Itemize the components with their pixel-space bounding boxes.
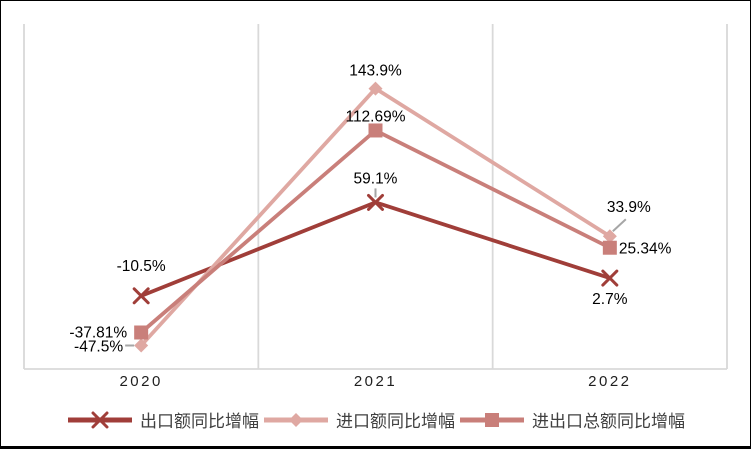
- label-leader-line: [612, 218, 627, 232]
- square-marker-icon: [602, 240, 617, 255]
- x-marker-icon: [601, 269, 619, 287]
- data-label: 33.9%: [607, 199, 651, 216]
- square-marker-icon: [134, 325, 149, 340]
- series-line-0: [139, 200, 612, 298]
- x-axis-label-2022: 2022: [588, 373, 632, 390]
- legend-item-total-growth: 进出口总额同比增幅: [458, 407, 685, 432]
- square-legend-glyph: [485, 412, 499, 427]
- data-label: 143.9%: [349, 63, 402, 80]
- x-marker-icon: [367, 193, 384, 211]
- legend-x-marker-line-icon: [68, 411, 132, 428]
- data-label: 112.69%: [345, 108, 405, 125]
- plot-area: -10.5% 59.1% 2.7% -47.5% 143.9% 33.9% -37.81% 1…: [23, 24, 728, 370]
- legend-label-import-growth: 进口额同比增幅: [336, 412, 455, 431]
- data-label: -47.5%: [74, 339, 123, 356]
- x-legend-glyph: [91, 411, 109, 428]
- square-marker-icon: [368, 123, 383, 138]
- legend-diamond-marker-line-icon: [264, 412, 328, 427]
- legend-label-export-growth: 出口额同比增幅: [140, 412, 259, 431]
- data-label: 25.34%: [619, 241, 672, 258]
- diamond-marker-icon: [134, 338, 149, 353]
- data-label: 59.1%: [354, 170, 398, 187]
- series-line-2: [139, 128, 612, 335]
- data-label: -37.81%: [69, 324, 127, 341]
- chart-legend: 出口额同比增幅 进口额同比增幅 进出口总额同比增幅: [1, 407, 750, 432]
- legend-label-total-growth: 进出口总额同比增幅: [532, 412, 685, 431]
- x-marker-icon: [132, 287, 150, 305]
- data-label: 2.7%: [592, 291, 628, 308]
- legend-item-import-growth: 进口额同比增幅: [262, 407, 455, 432]
- diamond-marker-icon: [368, 81, 383, 96]
- diamond-marker-icon: [602, 229, 617, 244]
- data-label: -10.5%: [117, 258, 166, 275]
- x-axis-label-2020: 2020: [119, 373, 163, 390]
- diamond-legend-glyph: [289, 412, 303, 427]
- x-axis: 2020 2021 2022: [1, 373, 750, 395]
- legend-item-export-growth: 出口额同比增幅: [66, 407, 259, 432]
- x-axis-label-2021: 2021: [353, 373, 398, 390]
- legend-square-marker-line-icon: [460, 412, 524, 427]
